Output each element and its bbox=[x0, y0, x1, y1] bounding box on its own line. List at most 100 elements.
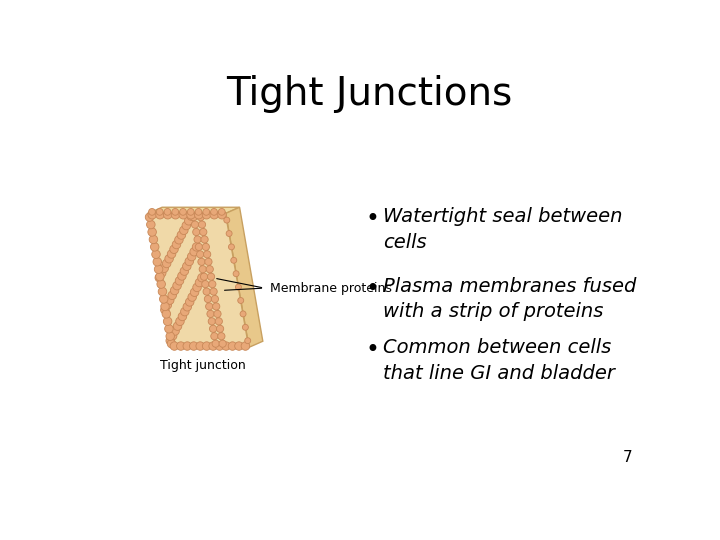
Circle shape bbox=[228, 244, 235, 250]
Circle shape bbox=[175, 235, 183, 244]
Circle shape bbox=[168, 291, 176, 300]
Circle shape bbox=[188, 293, 197, 301]
Circle shape bbox=[215, 342, 224, 350]
Circle shape bbox=[179, 211, 187, 219]
Text: Plasma membranes fused
with a strip of proteins: Plasma membranes fused with a strip of p… bbox=[383, 276, 636, 321]
Circle shape bbox=[199, 221, 206, 228]
Circle shape bbox=[197, 213, 204, 221]
Circle shape bbox=[208, 318, 215, 325]
Circle shape bbox=[194, 236, 201, 243]
Circle shape bbox=[204, 251, 211, 258]
Text: Watertight seal between
cells: Watertight seal between cells bbox=[383, 207, 623, 252]
Circle shape bbox=[176, 317, 184, 326]
Circle shape bbox=[145, 213, 154, 221]
Circle shape bbox=[166, 296, 174, 305]
Circle shape bbox=[186, 211, 195, 219]
Circle shape bbox=[212, 340, 220, 347]
Circle shape bbox=[195, 244, 202, 251]
Circle shape bbox=[192, 221, 199, 228]
Circle shape bbox=[204, 295, 212, 302]
Circle shape bbox=[154, 265, 163, 273]
Circle shape bbox=[157, 280, 166, 288]
Circle shape bbox=[212, 303, 220, 310]
Circle shape bbox=[149, 235, 158, 244]
Text: 7: 7 bbox=[623, 450, 632, 465]
Circle shape bbox=[183, 262, 191, 271]
Circle shape bbox=[163, 301, 171, 309]
Circle shape bbox=[186, 298, 194, 306]
Circle shape bbox=[198, 273, 206, 282]
Polygon shape bbox=[225, 207, 263, 347]
Circle shape bbox=[190, 247, 199, 256]
Circle shape bbox=[171, 211, 180, 219]
Circle shape bbox=[158, 287, 167, 296]
Circle shape bbox=[178, 272, 186, 280]
Circle shape bbox=[180, 267, 189, 275]
Circle shape bbox=[160, 264, 168, 273]
Circle shape bbox=[217, 325, 224, 333]
Circle shape bbox=[197, 251, 204, 258]
Circle shape bbox=[231, 258, 237, 264]
Circle shape bbox=[187, 252, 196, 261]
Text: Tight Junctions: Tight Junctions bbox=[226, 75, 512, 113]
Circle shape bbox=[235, 284, 241, 290]
Circle shape bbox=[228, 342, 237, 350]
Circle shape bbox=[179, 226, 188, 234]
Circle shape bbox=[182, 221, 191, 230]
Circle shape bbox=[163, 317, 172, 326]
Circle shape bbox=[148, 228, 156, 237]
Polygon shape bbox=[148, 207, 240, 213]
Circle shape bbox=[164, 208, 171, 215]
Circle shape bbox=[209, 280, 216, 288]
Circle shape bbox=[203, 208, 210, 215]
Circle shape bbox=[210, 325, 217, 333]
Circle shape bbox=[195, 208, 202, 215]
Circle shape bbox=[167, 250, 176, 258]
Circle shape bbox=[168, 332, 177, 340]
Circle shape bbox=[150, 242, 159, 251]
Circle shape bbox=[190, 288, 199, 296]
Circle shape bbox=[156, 273, 164, 281]
Circle shape bbox=[211, 333, 218, 340]
Text: Common between cells
that line GI and bladder: Common between cells that line GI and bl… bbox=[383, 338, 615, 383]
Circle shape bbox=[235, 342, 243, 350]
Circle shape bbox=[155, 273, 163, 282]
Circle shape bbox=[198, 258, 205, 265]
Circle shape bbox=[160, 295, 168, 303]
Circle shape bbox=[162, 309, 171, 318]
Circle shape bbox=[158, 269, 166, 277]
Polygon shape bbox=[148, 213, 249, 347]
Circle shape bbox=[148, 208, 156, 215]
Text: •: • bbox=[366, 207, 380, 231]
Circle shape bbox=[152, 250, 161, 259]
Circle shape bbox=[195, 278, 204, 287]
Circle shape bbox=[170, 245, 179, 253]
Circle shape bbox=[165, 254, 174, 263]
Circle shape bbox=[184, 217, 193, 225]
Circle shape bbox=[210, 211, 218, 219]
Circle shape bbox=[211, 295, 219, 302]
Circle shape bbox=[183, 302, 192, 311]
Circle shape bbox=[199, 228, 207, 235]
Circle shape bbox=[166, 332, 174, 340]
Text: Tight junction: Tight junction bbox=[160, 359, 246, 372]
Circle shape bbox=[245, 338, 251, 343]
Circle shape bbox=[193, 283, 202, 292]
Circle shape bbox=[233, 271, 239, 276]
Circle shape bbox=[178, 312, 186, 321]
Circle shape bbox=[219, 340, 226, 347]
Circle shape bbox=[163, 259, 171, 268]
Circle shape bbox=[173, 281, 181, 290]
Circle shape bbox=[201, 236, 208, 243]
Circle shape bbox=[194, 211, 203, 219]
Circle shape bbox=[181, 307, 189, 316]
Circle shape bbox=[176, 342, 185, 350]
Circle shape bbox=[240, 311, 246, 317]
Circle shape bbox=[171, 286, 179, 295]
Circle shape bbox=[204, 258, 212, 265]
Circle shape bbox=[172, 208, 179, 215]
Circle shape bbox=[177, 231, 186, 239]
Circle shape bbox=[202, 342, 211, 350]
Circle shape bbox=[161, 306, 169, 314]
Circle shape bbox=[148, 211, 156, 219]
